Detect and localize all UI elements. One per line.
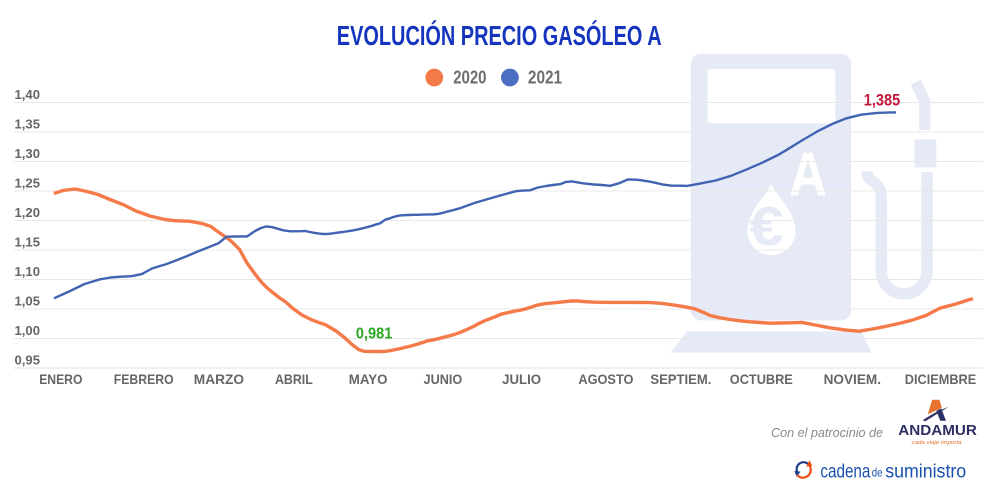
svg-text:1,20: 1,20 [15, 206, 41, 220]
svg-text:AGOSTO: AGOSTO [578, 372, 633, 387]
svg-text:Con el patrocinio de: Con el patrocinio de [771, 426, 883, 440]
svg-text:A: A [789, 141, 827, 210]
svg-text:EVOLUCIÓN PRECIO GASÓLEO A: EVOLUCIÓN PRECIO GASÓLEO A [337, 20, 662, 51]
svg-text:ABRIL: ABRIL [275, 372, 313, 387]
svg-text:FEBRERO: FEBRERO [114, 372, 174, 387]
svg-text:cadena: cadena [820, 460, 870, 482]
svg-text:MAYO: MAYO [349, 372, 388, 387]
svg-text:ANDAMUR: ANDAMUR [898, 422, 977, 439]
svg-text:0,981: 0,981 [356, 325, 393, 342]
svg-text:1,35: 1,35 [15, 118, 41, 132]
svg-text:2021: 2021 [528, 66, 562, 87]
svg-text:JULIO: JULIO [502, 372, 541, 387]
svg-text:1,385: 1,385 [864, 92, 900, 110]
svg-text:1,00: 1,00 [15, 324, 41, 338]
svg-text:cada viaje importa: cada viaje importa [912, 440, 963, 446]
svg-text:2020: 2020 [453, 66, 486, 87]
svg-text:€: € [750, 195, 784, 257]
svg-text:suministro: suministro [885, 460, 966, 482]
svg-text:NOVIEM.: NOVIEM. [824, 372, 881, 387]
svg-text:JUNIO: JUNIO [424, 372, 463, 387]
svg-text:0,95: 0,95 [15, 354, 41, 368]
svg-text:1,10: 1,10 [15, 265, 41, 279]
svg-text:1,25: 1,25 [15, 177, 41, 191]
svg-text:de: de [872, 467, 883, 479]
svg-text:MARZO: MARZO [194, 372, 244, 387]
svg-text:ENERO: ENERO [39, 372, 82, 387]
svg-text:1,30: 1,30 [15, 147, 41, 161]
svg-text:1,05: 1,05 [15, 295, 41, 309]
svg-text:SEPTIEM.: SEPTIEM. [650, 372, 711, 387]
svg-text:DICIEMBRE: DICIEMBRE [905, 372, 976, 387]
svg-text:1,15: 1,15 [15, 236, 41, 250]
svg-text:1,40: 1,40 [15, 88, 41, 102]
svg-text:OCTUBRE: OCTUBRE [730, 372, 793, 387]
